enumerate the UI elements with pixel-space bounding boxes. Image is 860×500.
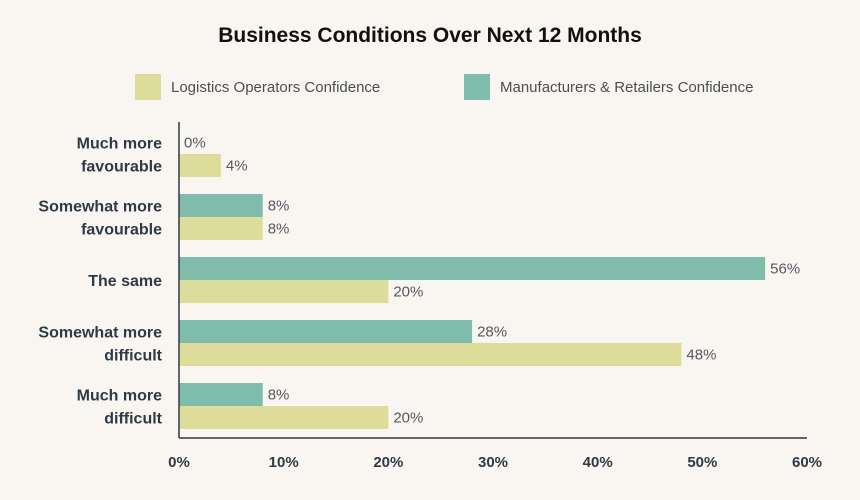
bar [179, 194, 263, 217]
legend-label-manufacturers: Manufacturers & Retailers Confidence [500, 78, 754, 96]
data-label: 20% [393, 410, 423, 427]
bar [179, 217, 263, 240]
x-tick-label: 0% [168, 454, 190, 471]
category-label: difficult [104, 411, 162, 428]
legend-label-logistics: Logistics Operators Confidence [171, 78, 381, 96]
data-label: 56% [770, 261, 800, 278]
bar [179, 320, 473, 343]
legend-item-manufacturers: Manufacturers & Retailers Confidence [464, 74, 753, 100]
data-label: 0% [184, 135, 206, 152]
legend-swatch-manufacturers [464, 74, 490, 100]
data-label: 28% [477, 324, 507, 341]
chart-title: Business Conditions Over Next 12 Months [218, 24, 642, 47]
x-tick-label: 30% [478, 454, 508, 471]
data-label: 48% [686, 347, 716, 364]
bar [179, 343, 682, 366]
category-label: Much more [77, 136, 162, 153]
category-label: Much more [77, 388, 162, 405]
legend-item-logistics: Logistics Operators Confidence [135, 74, 380, 100]
bar [179, 154, 221, 177]
x-tick-label: 20% [373, 454, 403, 471]
x-tick-label: 50% [687, 454, 717, 471]
legend-swatch-logistics [135, 74, 161, 100]
data-label: 8% [268, 221, 290, 238]
category-label: Somewhat more [38, 325, 162, 342]
bar [179, 280, 389, 303]
data-label: 4% [226, 158, 248, 175]
category-label: Somewhat more [38, 199, 162, 216]
x-tick-label: 10% [269, 454, 299, 471]
category-label: difficult [104, 348, 162, 365]
data-label: 8% [268, 387, 290, 404]
category-label: The same [88, 273, 162, 290]
x-tick-label: 60% [792, 454, 822, 471]
bar [179, 406, 389, 429]
category-label: favourable [81, 222, 162, 239]
bar [179, 257, 766, 280]
category-label: favourable [81, 159, 162, 176]
data-label: 8% [268, 198, 290, 215]
bar [179, 383, 263, 406]
data-label: 20% [393, 284, 423, 301]
x-tick-label: 40% [583, 454, 613, 471]
